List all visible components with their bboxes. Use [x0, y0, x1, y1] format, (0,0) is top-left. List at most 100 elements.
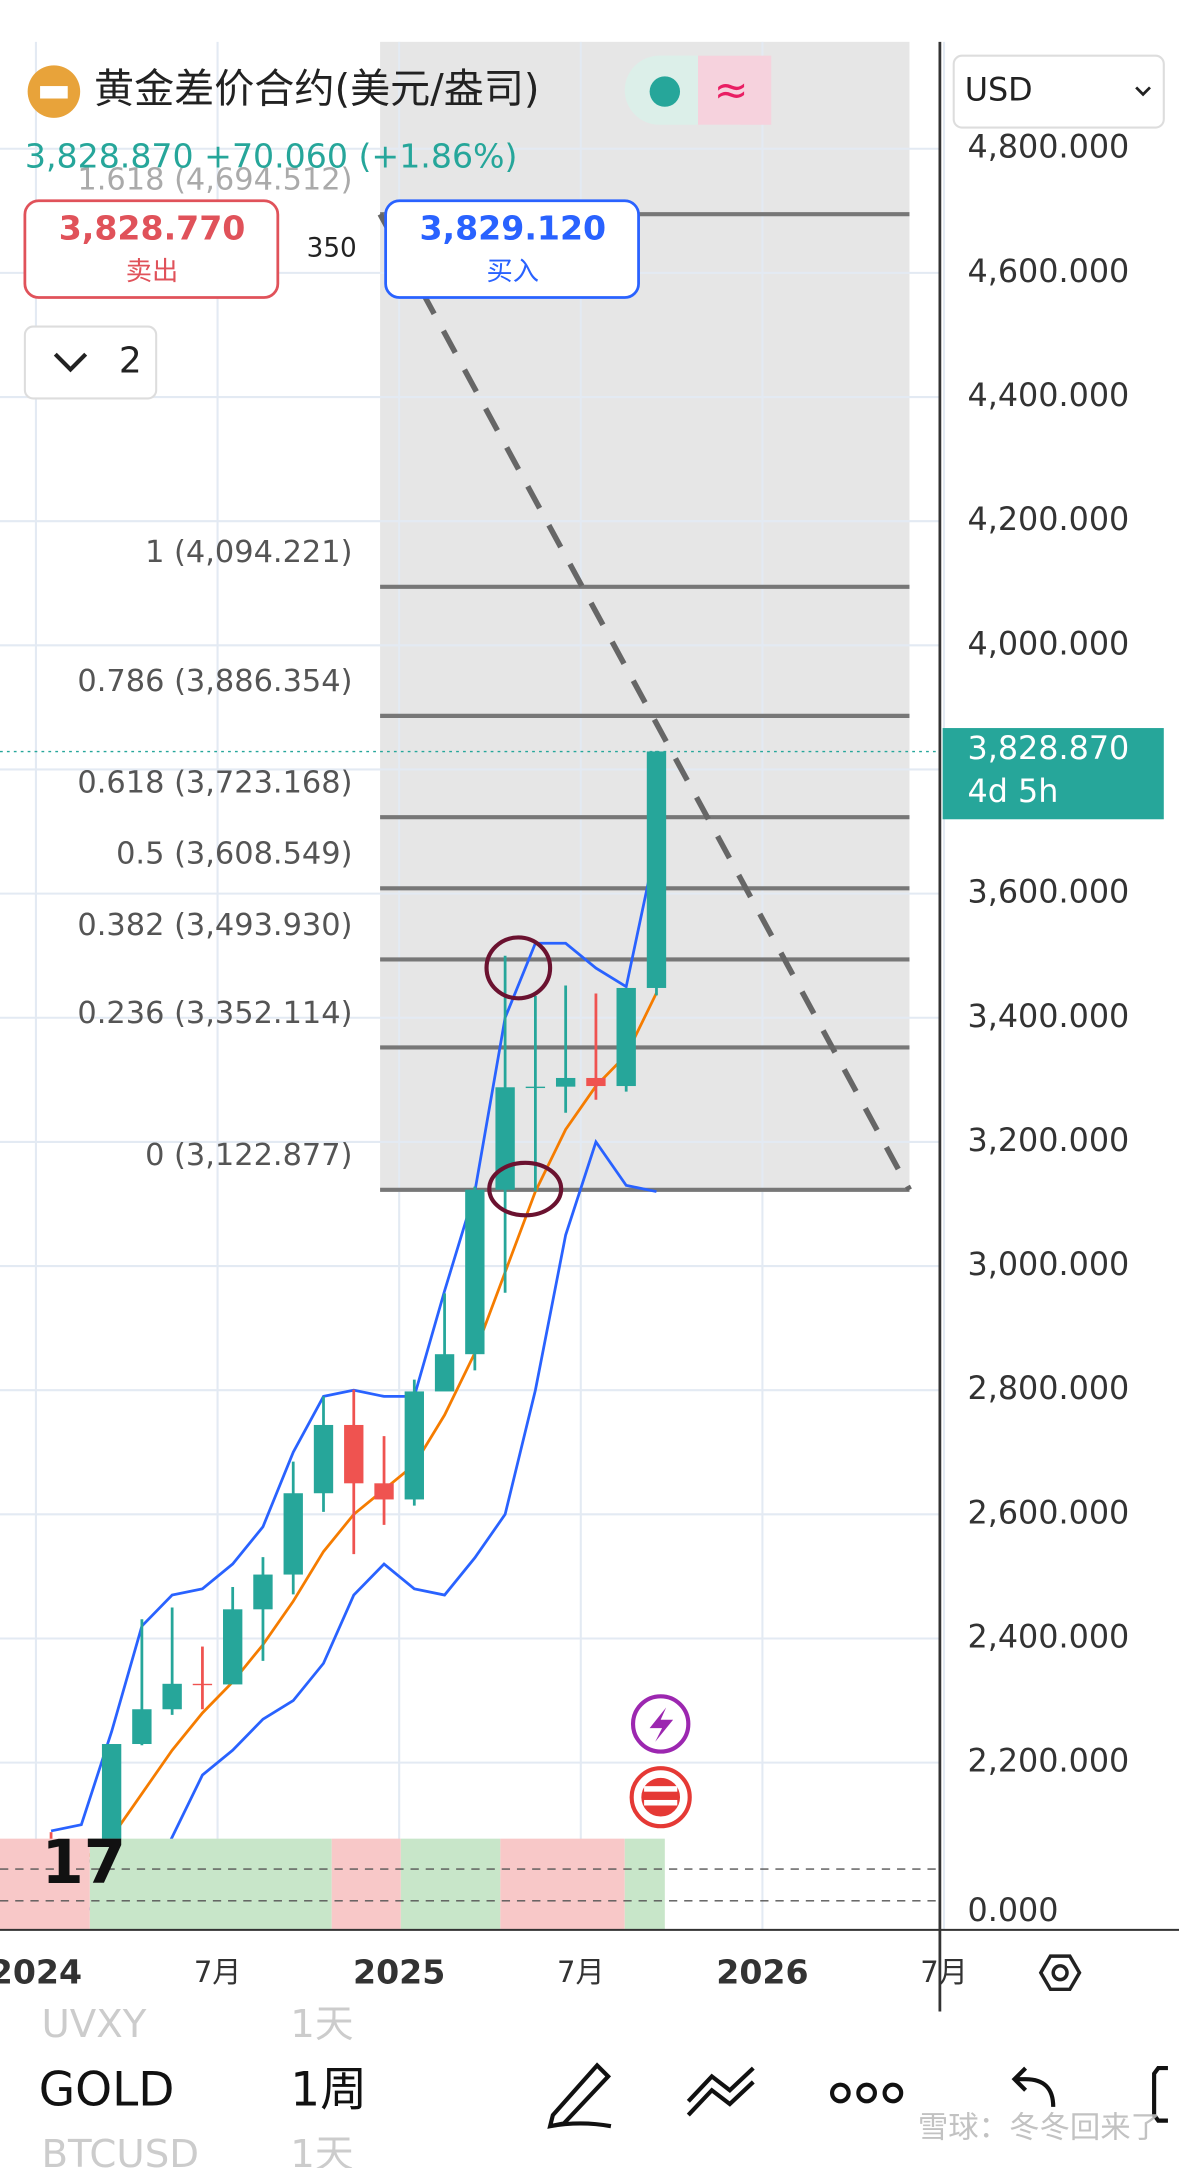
- quote: 3,828.870 +70.060 (+1.86%): [25, 136, 518, 175]
- fib-label: 0 (3,122.877): [145, 1138, 352, 1173]
- candle-body: [162, 1683, 182, 1710]
- y-tick-label: 4,200.000: [968, 501, 1130, 538]
- y-tick-label: 2,400.000: [968, 1618, 1130, 1655]
- annotation-circle: [487, 1160, 564, 1218]
- candle-body: [646, 751, 667, 988]
- buy-label: 买入: [487, 257, 540, 287]
- candle-body: [101, 1744, 122, 1860]
- fib-label: 0.236 (3,352.114): [77, 996, 352, 1031]
- spread: 350: [307, 234, 357, 264]
- wave-icon: ≈: [714, 66, 749, 114]
- fullscreen-icon[interactable]: [1152, 2066, 1168, 2123]
- trend-tool-icon[interactable]: [686, 2066, 755, 2117]
- y-tick-label: 3,200.000: [968, 1122, 1130, 1159]
- candle-body: [313, 1424, 334, 1494]
- candle-body: [192, 1683, 213, 1686]
- fib-label: 0.5 (3,608.549): [116, 837, 352, 872]
- candle-body: [465, 1189, 485, 1355]
- settings-icon[interactable]: [1038, 1954, 1082, 1992]
- y-tick-label: 3,400.000: [968, 998, 1130, 1035]
- status-pill-right: [698, 55, 772, 125]
- settings-icon-center: [1051, 1964, 1069, 1982]
- x-tick-label: 2026: [716, 1953, 808, 1992]
- watermark: 雪球：冬冬回来了: [918, 2110, 1161, 2145]
- symbol-name: 黄金差价合约(美元/盎司): [94, 67, 540, 113]
- market-open-dot: [649, 76, 681, 107]
- candle-body: [283, 1493, 303, 1575]
- indicators-toggle[interactable]: [23, 325, 158, 400]
- fib-label: 0.618 (3,723.168): [77, 765, 352, 800]
- osc-band: [89, 1838, 332, 1930]
- fib-label: 1 (4,094.221): [145, 535, 352, 570]
- currency: USD: [965, 72, 1033, 109]
- y-tick-label: 4,600.000: [968, 253, 1130, 290]
- last-price: 3,828.870: [968, 730, 1130, 767]
- buy-button[interactable]: [384, 199, 640, 299]
- osc-tick-label: 0.000: [968, 1892, 1059, 1929]
- y-tick-label: 2,600.000: [968, 1494, 1130, 1531]
- candle-body: [223, 1609, 243, 1685]
- y-tick-label: 2,200.000: [968, 1743, 1130, 1780]
- candle-body: [616, 987, 636, 1087]
- chevron: [53, 352, 88, 373]
- flag-icon: [641, 1777, 681, 1817]
- osc-band: [331, 1838, 401, 1930]
- undo-icon[interactable]: [1011, 2066, 1056, 2107]
- annotation-circle: [484, 935, 553, 1001]
- dropdown-arrow: [1135, 86, 1151, 97]
- fib-label: 1.618 (4,694.512): [77, 163, 352, 198]
- plot-area: [0, 41, 946, 1930]
- more-icon[interactable]: [829, 2082, 851, 2104]
- osc-band: [400, 1838, 501, 1930]
- sell-label: 卖出: [126, 257, 179, 287]
- overlay: 1.618 (4,694.512) 1 (4,094.221) 0.786 (3,8…: [0, 163, 940, 1920]
- x-tick-label: 7月: [557, 1955, 604, 1989]
- candle-body: [434, 1354, 455, 1392]
- osc-band: [0, 1838, 90, 1930]
- flag-stripe: [644, 1786, 678, 1792]
- y-tick-label: 4,400.000: [968, 377, 1130, 414]
- sell-price: 3,828.770: [59, 208, 246, 247]
- indicators-count: 2: [119, 341, 142, 382]
- x-tick-label: 7月: [194, 1955, 241, 1989]
- candle-body: [404, 1391, 424, 1500]
- gold-bar: [40, 86, 68, 99]
- watch-interval: 1周: [290, 2062, 367, 2117]
- oscillator-pane: 17: [0, 1828, 1179, 1931]
- x-tick-label: 2025: [353, 1953, 445, 1992]
- flag-stripe: [644, 1799, 678, 1806]
- watch-interval: 1天: [290, 2132, 353, 2168]
- candle-body: [253, 1574, 273, 1610]
- candle-body: [344, 1424, 364, 1484]
- candle-body: [132, 1709, 152, 1745]
- watch-interval: 1天: [290, 2002, 353, 2047]
- x-tick-label: 2024: [0, 1953, 82, 1992]
- currency-select[interactable]: [952, 54, 1165, 129]
- draw-tool-icon[interactable]: [547, 2062, 612, 2129]
- watch-symbol[interactable]: GOLD: [39, 2062, 175, 2117]
- y-tick-label: 4,000.000: [968, 625, 1130, 662]
- bottom-bar: UVXY 1天 GOLD 1周 BTCUSD 1天 雪球：冬冬回来了: [39, 2002, 1168, 2172]
- y-tick-label: 3,600.000: [968, 874, 1130, 911]
- more-icon: [882, 2082, 904, 2104]
- candle-body: [555, 1077, 576, 1087]
- logo: 17: [41, 1828, 126, 1898]
- x-tick-label: 7月: [920, 1955, 967, 1989]
- candle-body: [374, 1483, 394, 1500]
- header: 黄金差价合约(美元/盎司) ≈ 3,828.870 +70.060 (+1.86…: [23, 54, 1165, 400]
- candle-body: [586, 1077, 606, 1087]
- fib-label: 0.382 (3,493.930): [77, 908, 352, 943]
- more-icon: [856, 2082, 877, 2104]
- fib-trend-line: [377, 212, 912, 1192]
- fib-label: 0.786 (3,886.354): [77, 664, 352, 699]
- y-tick-label: 4,800.000: [968, 129, 1130, 166]
- sell-button[interactable]: [23, 199, 280, 299]
- bolt-icon: [649, 1707, 674, 1742]
- buy-price: 3,829.120: [419, 208, 606, 247]
- countdown: 4d 5h: [968, 773, 1059, 810]
- watch-symbol[interactable]: BTCUSD: [41, 2132, 199, 2172]
- candle-body: [525, 1086, 546, 1089]
- watch-symbol[interactable]: UVXY: [41, 2002, 146, 2047]
- last-price-tag: [942, 728, 1164, 820]
